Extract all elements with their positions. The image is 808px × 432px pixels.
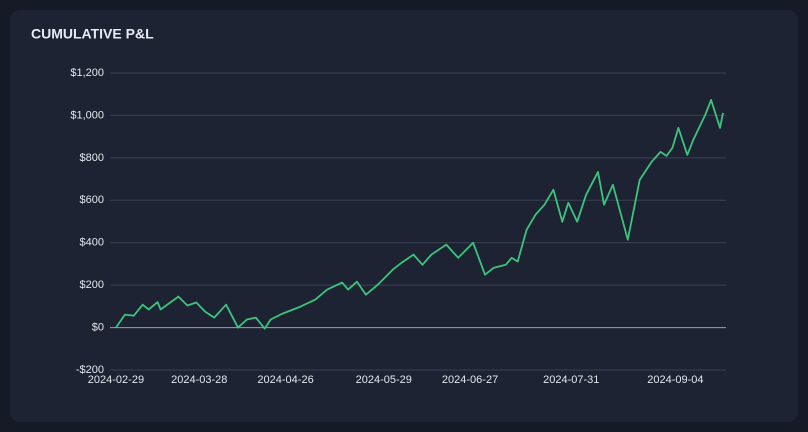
y-tick-label: $1,000 [70, 109, 104, 121]
x-tick-label: 2024-02-29 [88, 374, 144, 386]
pnl-line [115, 99, 724, 330]
x-tick-label: 2024-05-29 [356, 374, 412, 386]
x-tick-label: 2024-04-26 [257, 374, 313, 386]
y-tick-label: $400 [80, 237, 104, 249]
y-tick-label: $1,200 [70, 67, 104, 79]
y-tick-label: $0 [92, 321, 104, 333]
y-tick-label: $600 [80, 194, 104, 206]
y-tick-label: $200 [80, 279, 104, 291]
x-tick-label: 2024-07-31 [543, 374, 599, 386]
card [10, 10, 798, 422]
x-tick-label: 2024-06-27 [442, 374, 498, 386]
y-tick-label: -$200 [76, 364, 104, 376]
y-tick-label: $800 [80, 152, 104, 164]
x-tick-label: 2024-03-28 [171, 374, 227, 386]
chart-title: CUMULATIVE P&L [31, 26, 154, 42]
x-tick-label: 2024-09-04 [647, 374, 703, 386]
